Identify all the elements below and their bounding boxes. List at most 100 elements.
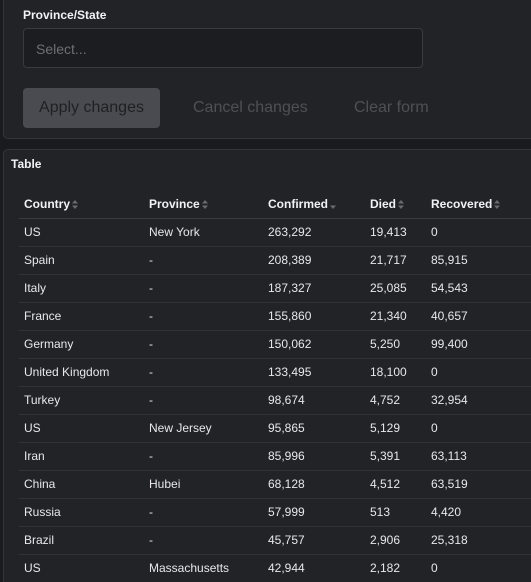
country-cell: US [24, 561, 41, 575]
country-cell: Italy [24, 281, 47, 295]
table-panel [3, 149, 531, 582]
column-header-country[interactable]: Country [24, 190, 78, 218]
died-cell: 5,129 [370, 421, 401, 435]
died-cell: 513 [370, 505, 391, 519]
died-cell: 2,906 [370, 533, 401, 547]
column-header-province[interactable]: Province [149, 190, 208, 218]
province-cell: New Jersey [149, 421, 212, 435]
column-header-confirmed[interactable]: Confirmed [268, 190, 336, 218]
column-header-label: Confirmed [268, 197, 328, 211]
province-cell: - [149, 337, 153, 351]
province-select[interactable]: Select... [23, 28, 423, 68]
confirmed-cell: 155,860 [268, 309, 312, 323]
confirmed-cell: 95,865 [268, 421, 305, 435]
confirmed-cell: 85,996 [268, 449, 305, 463]
table-row: US New York 263,292 19,413 0 [19, 218, 531, 247]
table-row: China Hubei 68,128 4,512 63,519 [19, 470, 531, 499]
sort-icon [398, 200, 405, 209]
recovered-cell: 54,543 [431, 281, 468, 295]
recovered-cell: 0 [431, 225, 438, 239]
table-row: Iran - 85,996 5,391 63,113 [19, 442, 531, 471]
recovered-cell: 85,915 [431, 253, 468, 267]
province-cell: - [149, 393, 153, 407]
sort-icon [494, 200, 501, 209]
recovered-cell: 0 [431, 421, 438, 435]
confirmed-cell: 133,495 [268, 365, 312, 379]
died-cell: 4,512 [370, 477, 401, 491]
died-cell: 2,182 [370, 561, 401, 575]
confirmed-cell: 42,944 [268, 561, 305, 575]
column-header-died[interactable]: Died [370, 190, 405, 218]
country-cell: US [24, 421, 41, 435]
confirmed-cell: 68,128 [268, 477, 305, 491]
table-row: Germany - 150,062 5,250 99,400 [19, 330, 531, 359]
confirmed-cell: 98,674 [268, 393, 305, 407]
died-cell: 5,391 [370, 449, 401, 463]
table-row: Italy - 187,327 25,085 54,543 [19, 274, 531, 303]
column-header-label: Died [370, 197, 397, 211]
cancel-changes-button[interactable]: Cancel changes [193, 99, 308, 116]
province-cell: - [149, 253, 153, 267]
province-label: Province/State [23, 8, 107, 22]
province-cell: Hubei [149, 477, 181, 491]
country-cell: United Kingdom [24, 365, 110, 379]
province-cell: - [149, 281, 153, 295]
column-header-label: Country [24, 197, 70, 211]
country-cell: Spain [24, 253, 55, 267]
table-title: Table [11, 157, 42, 171]
recovered-cell: 25,318 [431, 533, 468, 547]
recovered-cell: 0 [431, 365, 438, 379]
confirmed-cell: 263,292 [268, 225, 312, 239]
recovered-cell: 99,400 [431, 337, 468, 351]
country-cell: China [24, 477, 56, 491]
confirmed-cell: 150,062 [268, 337, 312, 351]
province-cell: - [149, 449, 153, 463]
confirmed-cell: 208,389 [268, 253, 312, 267]
province-cell: New York [149, 225, 200, 239]
country-cell: Iran [24, 449, 45, 463]
column-header-label: Recovered [431, 197, 493, 211]
died-cell: 21,340 [370, 309, 407, 323]
table-row: Turkey - 98,674 4,752 32,954 [19, 386, 531, 415]
died-cell: 4,752 [370, 393, 401, 407]
sort-descending-icon [330, 205, 336, 209]
province-select-placeholder: Select... [36, 41, 87, 57]
country-cell: Brazil [24, 533, 55, 547]
table-row: US New Jersey 95,865 5,129 0 [19, 414, 531, 443]
recovered-cell: 40,657 [431, 309, 468, 323]
country-cell: Turkey [24, 393, 61, 407]
province-cell: - [149, 365, 153, 379]
confirmed-cell: 187,327 [268, 281, 312, 295]
died-cell: 21,717 [370, 253, 407, 267]
table-header-row: Country Province Confirmed Died Recovere… [19, 190, 531, 219]
apply-changes-button[interactable]: Apply changes [23, 88, 160, 128]
confirmed-cell: 57,999 [268, 505, 305, 519]
recovered-cell: 0 [431, 561, 438, 575]
clear-form-button[interactable]: Clear form [354, 99, 429, 116]
table-row: United Kingdom - 133,495 18,100 0 [19, 358, 531, 387]
table-row: Brazil - 45,757 2,906 25,318 [19, 526, 531, 555]
province-cell: Massachusetts [149, 561, 230, 575]
died-cell: 19,413 [370, 225, 407, 239]
recovered-cell: 4,420 [431, 505, 462, 519]
province-cell: - [149, 309, 153, 323]
country-cell: US [24, 225, 41, 239]
sort-icon [201, 200, 208, 209]
province-cell: - [149, 533, 153, 547]
table-row: US Massachusetts 42,944 2,182 0 [19, 554, 531, 582]
column-header-recovered[interactable]: Recovered [431, 190, 501, 218]
confirmed-cell: 45,757 [268, 533, 305, 547]
column-header-label: Province [149, 197, 200, 211]
country-cell: Germany [24, 337, 74, 351]
recovered-cell: 63,113 [431, 449, 467, 463]
province-cell: - [149, 505, 153, 519]
died-cell: 18,100 [370, 365, 407, 379]
recovered-cell: 32,954 [431, 393, 468, 407]
recovered-cell: 63,519 [431, 477, 468, 491]
sort-icon [72, 200, 78, 209]
table-row: Russia - 57,999 513 4,420 [19, 498, 531, 527]
died-cell: 5,250 [370, 337, 401, 351]
country-cell: Russia [24, 505, 61, 519]
country-cell: France [24, 309, 62, 323]
